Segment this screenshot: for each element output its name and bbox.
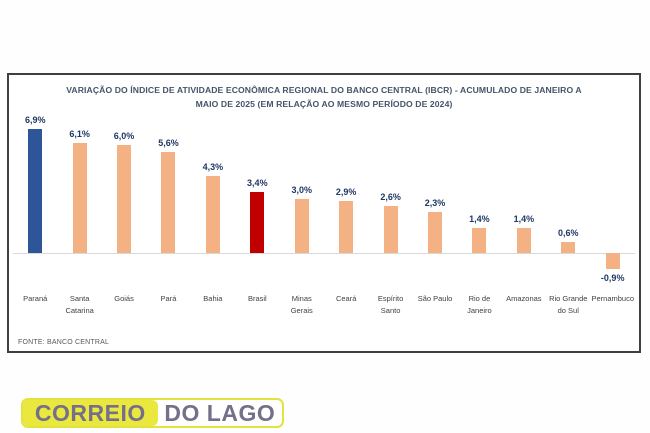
bar-para — [161, 152, 176, 253]
bar-rio-de-janeiro — [472, 228, 487, 253]
bar-minas-gerais — [294, 199, 309, 253]
bar-value-label-amazonas: 1,4% — [513, 214, 535, 224]
chart-card: VARIAÇÃO DO ÍNDICE DE ATIVIDADE ECONÔMIC… — [7, 73, 641, 353]
bar-bahia — [205, 176, 220, 253]
bar-value-label-parana: 6,9% — [24, 115, 46, 125]
bar-value-label-pernambuco: -0,9% — [600, 273, 625, 283]
bar-slot-ceara: 2,9% — [324, 101, 368, 301]
logo-correio-text: CORREIO — [34, 399, 146, 426]
chart-title-line2: MAIO DE 2025 (EM RELAÇÃO AO MESMO PERÍOD… — [195, 98, 453, 109]
bar-slot-brasil: 3,4% — [235, 101, 279, 301]
bar-slot-espirito-santo: 2,6% — [368, 101, 412, 301]
bar-value-label-espirito-santo: 2,6% — [380, 192, 401, 202]
bars-row: 6,9% 6,1% 6,0% 5,6% 4,3% 3,4% 3,0% 2,9% 2,6% 2,3%… — [13, 101, 635, 301]
category-label-minas-gerais: Minas Gerais — [290, 294, 313, 315]
category-label-rio-grande-do-sul: Rio Grande do Sul — [549, 294, 588, 315]
bar-value-label-para: 5,6% — [158, 138, 179, 148]
bar-goias — [117, 145, 132, 253]
logo-correio-segment: CORREIO — [23, 400, 158, 426]
chart-source: FONTE: BANCO CENTRAL — [18, 339, 110, 346]
bar-slot-amazonas: 1,4% — [502, 101, 546, 301]
bar-slot-goias: 6,0% — [102, 101, 146, 301]
bar-rio-grande-do-sul — [561, 242, 576, 253]
bar-value-label-brasil: 3,4% — [247, 178, 268, 188]
bar-value-label-sao-paulo: 2,3% — [424, 198, 446, 208]
bar-parana — [28, 129, 43, 253]
bar-slot-pernambuco: -0,9% — [590, 101, 634, 301]
bar-slot-bahia: 4,3% — [191, 101, 235, 301]
axis-baseline — [13, 253, 635, 254]
bar-brasil — [250, 192, 265, 253]
bar-value-label-rio-grande-do-sul: 0,6% — [558, 228, 579, 238]
bar-slot-para: 5,6% — [146, 101, 190, 301]
bar-value-label-goias: 6,0% — [113, 131, 135, 141]
logo-do-lago-segment: DO LAGO — [158, 400, 282, 426]
bar-slot-santa-catarina: 6,1% — [57, 101, 101, 301]
bar-espirito-santo — [383, 206, 398, 253]
bar-value-label-rio-de-janeiro: 1,4% — [469, 214, 490, 224]
logo-do-lago-text: DO LAGO — [164, 399, 276, 426]
bar-value-label-ceara: 2,9% — [335, 187, 357, 197]
bar-slot-sao-paulo: 2,3% — [413, 101, 457, 301]
correio-do-lago-logo: CORREIO DO LAGO — [21, 398, 284, 428]
category-label-rio-de-janeiro: Rio de Janeiro — [467, 294, 492, 315]
category-row: Paraná Santa Catarina Goiás Pará Bahia Brasil… — [13, 293, 635, 316]
bar-value-label-bahia: 4,3% — [202, 162, 224, 172]
category-label-brasil: Brasil — [247, 294, 267, 303]
bar-pernambuco — [605, 253, 620, 269]
bar-slot-minas-gerais: 3,0% — [280, 101, 324, 301]
category-label-parana: Paraná — [23, 294, 48, 303]
bar-ceara — [339, 201, 354, 253]
bar-value-label-santa-catarina: 6,1% — [69, 129, 90, 139]
bar-slot-rio-grande-do-sul: 0,6% — [546, 101, 590, 301]
category-label-goias: Goiás — [114, 294, 134, 303]
category-label-espirito-santo: Espírito Santo — [377, 294, 404, 315]
category-label-pernambuco: Pernambuco — [591, 294, 635, 303]
bar-slot-rio-de-janeiro: 1,4% — [457, 101, 501, 301]
category-label-santa-catarina: Santa Catarina — [65, 294, 94, 315]
category-label-sao-paulo: São Paulo — [417, 294, 453, 303]
chart-title-line1: VARIAÇÃO DO ÍNDICE DE ATIVIDADE ECONÔMIC… — [66, 85, 582, 95]
category-label-ceara: Ceará — [335, 294, 357, 303]
category-label-bahia: Bahia — [203, 294, 223, 303]
category-label-para: Pará — [160, 294, 177, 303]
bar-value-label-minas-gerais: 3,0% — [291, 185, 312, 195]
bar-santa-catarina — [72, 143, 87, 253]
bar-amazonas — [516, 228, 531, 253]
bar-sao-paulo — [428, 212, 442, 253]
bar-slot-parana: 6,9% — [13, 101, 57, 301]
category-label-amazonas: Amazonas — [506, 294, 542, 303]
chart-title: VARIAÇÃO DO ÍNDICE DE ATIVIDADE ECONÔMIC… — [29, 84, 619, 112]
